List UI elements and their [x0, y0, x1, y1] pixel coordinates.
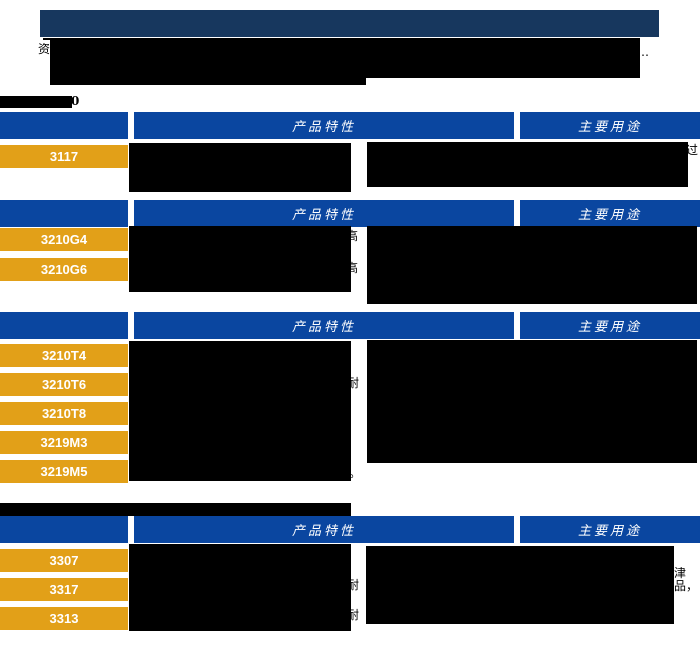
table3-row-3219M5: 3219M5 [0, 460, 128, 483]
table1-usage-edge-fragment: 过 [686, 143, 699, 157]
table3-feature-period-fragment: 。 [349, 466, 362, 480]
product-code: 3210T6 [41, 377, 87, 392]
paragraph-start-fragment: 资 [38, 43, 51, 56]
table4-row-3307: 3307 [0, 549, 128, 572]
table2-feature-redaction [129, 226, 351, 292]
table2-header-feature: 产品特性 [134, 200, 514, 227]
table3-header-label-cell [0, 312, 128, 339]
product-code: 3210G4 [40, 232, 88, 247]
product-code: 3117 [49, 149, 79, 164]
table1-header-feature: 产品特性 [134, 112, 514, 139]
table4-usage-redaction [366, 546, 674, 624]
table3-row-3210T8: 3210T8 [0, 402, 128, 425]
table4-row-3317: 3317 [0, 578, 128, 601]
product-code: 3210T8 [41, 406, 87, 421]
table3-header-usage-label: 主要用途 [577, 320, 642, 335]
table1-header-feature-label: 产品特性 [291, 120, 356, 135]
title-underline [43, 38, 640, 40]
table4-row-3313: 3313 [0, 607, 128, 630]
table3-header-feature-label: 产品特性 [291, 320, 356, 335]
product-code: 3307 [49, 553, 79, 568]
table3-header-usage: 主要用途 [520, 312, 700, 339]
product-code: 3210T4 [41, 348, 87, 363]
table2-header-usage-label: 主要用途 [577, 208, 642, 223]
intro-paragraph-redaction-line3 [50, 71, 366, 85]
table4-feature-redaction [129, 544, 351, 631]
table4-header-label-cell [0, 516, 128, 543]
paragraph-end-fragment: ‥ [641, 45, 650, 59]
table4-header-usage: 主要用途 [520, 516, 700, 543]
product-code: 3210G6 [40, 262, 88, 277]
source-line-fragment: 0 [71, 94, 80, 108]
table1-header-label-cell [0, 112, 128, 139]
table2-header-usage: 主要用途 [520, 200, 700, 227]
table1-row-3117: 3117 [0, 145, 128, 168]
table4-usage-edge-fragment-1: 津 [674, 566, 687, 580]
product-code: 3219M5 [40, 464, 88, 479]
table2-header-label-cell [0, 200, 128, 227]
section-line-redaction [0, 503, 351, 516]
table3-header-feature: 产品特性 [134, 312, 514, 339]
table3-feature-redaction [129, 341, 351, 481]
table2-usage-redaction [367, 226, 697, 304]
report-title-redacted-bar [40, 10, 659, 37]
table4-header-feature: 产品特性 [134, 516, 514, 543]
product-code: 3313 [49, 611, 79, 626]
table4-header-feature-label: 产品特性 [291, 524, 356, 539]
table3-row-3219M3: 3219M3 [0, 431, 128, 454]
table1-header-usage-label: 主要用途 [577, 120, 642, 135]
product-code: 3219M3 [40, 435, 88, 450]
table1-usage-redaction [367, 142, 688, 187]
table4-usage-edge-fragment-2: 品， [674, 579, 699, 593]
source-line-redaction [0, 96, 72, 108]
table4-header-usage-label: 主要用途 [577, 524, 642, 539]
table2-row-3210G6: 3210G6 [0, 258, 128, 281]
table2-header-feature-label: 产品特性 [291, 208, 356, 223]
table3-usage-redaction [367, 340, 697, 463]
table3-row-3210T4: 3210T4 [0, 344, 128, 367]
table1-feature-redaction [129, 143, 351, 192]
table2-row-3210G4: 3210G4 [0, 228, 128, 251]
table3-row-3210T6: 3210T6 [0, 373, 128, 396]
product-code: 3317 [49, 582, 79, 597]
table1-header-usage: 主要用途 [520, 112, 700, 139]
